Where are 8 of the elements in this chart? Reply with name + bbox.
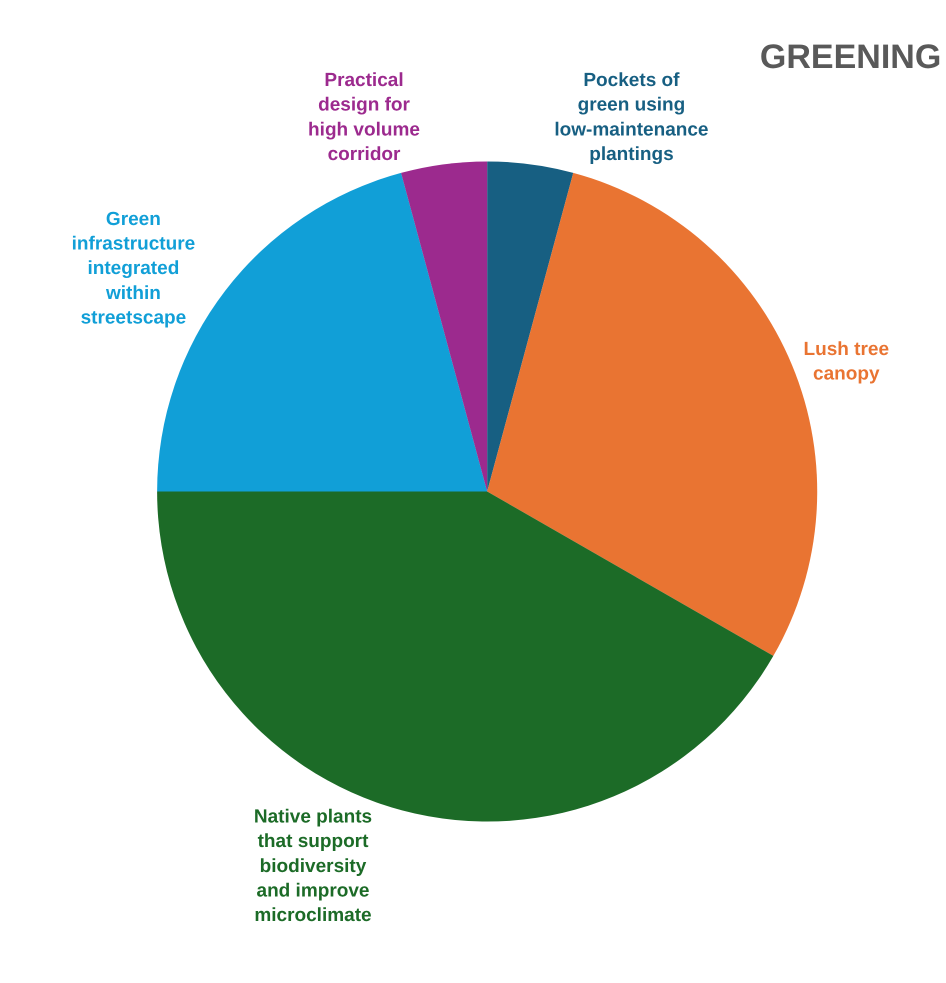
pie-slice [487,161,574,492]
slice-label: Pockets of green using low-maintenance plantings [554,70,709,166]
slice-label: Practical design for high volume corridor [308,70,420,166]
pie-slice [401,161,488,492]
chart-title: GREENING [760,38,942,76]
slice-label: Lush tree canopy [804,339,890,385]
slice-label: Native plants that support biodiversity and improve microclimate [254,806,372,926]
slice-label: Green infrastructure integrated within streetscape [72,208,196,329]
